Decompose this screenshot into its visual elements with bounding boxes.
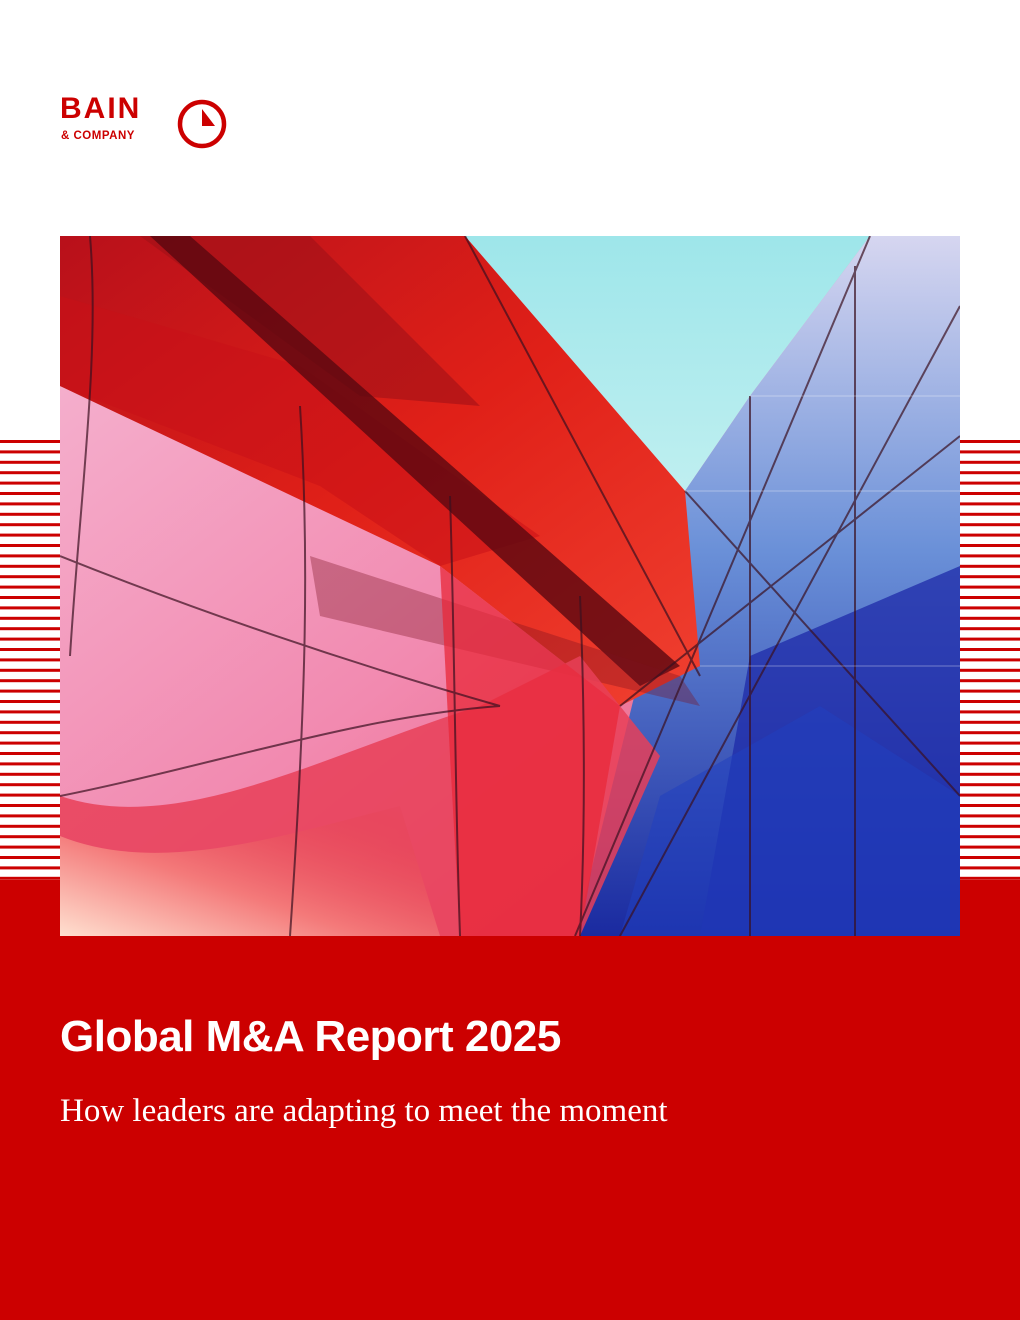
stripe-line: [0, 585, 60, 589]
bain-logo: BAIN & COMPANY: [60, 94, 240, 154]
stripe-line: [960, 700, 1020, 703]
stripe-line: [960, 627, 1020, 631]
logo-wordmark: BAIN: [60, 92, 142, 125]
stripe-line: [960, 554, 1020, 558]
stripe-line: [960, 793, 1020, 797]
stripe-line: [960, 668, 1020, 672]
stripe-line: [0, 876, 60, 880]
stripe-line: [960, 804, 1020, 807]
stripe-line: [960, 710, 1020, 714]
stripe-line: [960, 492, 1020, 495]
stripe-line: [960, 814, 1020, 818]
stripe-line: [0, 512, 60, 516]
stripe-line: [960, 533, 1020, 537]
stripe-line: [0, 793, 60, 797]
cover-photo: [60, 236, 960, 936]
decorative-stripes-left: [0, 440, 60, 880]
stripe-line: [0, 648, 60, 651]
stripe-line: [0, 804, 60, 807]
stripe-line: [0, 471, 60, 475]
stripe-line: [0, 502, 60, 506]
stripe-line: [0, 700, 60, 703]
stripe-line: [960, 606, 1020, 610]
stripe-line: [960, 471, 1020, 475]
stripe-line: [960, 450, 1020, 454]
stripe-line: [960, 596, 1020, 599]
stripe-line: [960, 783, 1020, 787]
stripe-line: [0, 710, 60, 714]
stripe-line: [960, 876, 1020, 880]
stripe-line: [0, 575, 60, 579]
red-background-band: [0, 880, 1020, 1320]
stripe-line: [960, 824, 1020, 828]
stripe-line: [960, 835, 1020, 839]
stripe-line: [0, 824, 60, 828]
stripe-line: [0, 679, 60, 683]
stripe-line: [0, 596, 60, 599]
stripe-line: [0, 814, 60, 818]
stripe-line: [960, 689, 1020, 693]
stripe-line: [0, 544, 60, 547]
stripe-line: [960, 772, 1020, 776]
stripe-line: [0, 720, 60, 724]
stripe-line: [960, 585, 1020, 589]
stripe-line: [0, 668, 60, 672]
stripe-line: [960, 752, 1020, 755]
stripe-line: [0, 731, 60, 735]
stripe-line: [960, 720, 1020, 724]
stripe-line: [960, 460, 1020, 464]
stripe-line: [0, 616, 60, 620]
stripe-line: [960, 544, 1020, 547]
stripe-line: [960, 648, 1020, 651]
stripe-line: [0, 783, 60, 787]
stripe-line: [0, 866, 60, 870]
stripe-line: [0, 554, 60, 558]
stripe-line: [960, 512, 1020, 516]
stripe-line: [0, 637, 60, 641]
stripe-line: [0, 845, 60, 849]
stripe-line: [0, 856, 60, 859]
stripe-line: [0, 606, 60, 610]
logo-subtitle: & COMPANY: [61, 130, 135, 142]
stripe-line: [960, 658, 1020, 662]
stripe-line: [960, 845, 1020, 849]
stripe-line: [960, 575, 1020, 579]
stripe-line: [960, 523, 1020, 527]
stripe-line: [960, 679, 1020, 683]
report-subtitle: How leaders are adapting to meet the mom…: [60, 1093, 668, 1129]
stripe-line: [960, 637, 1020, 641]
stripe-line: [0, 762, 60, 766]
stripe-line: [0, 533, 60, 537]
stripe-line: [960, 741, 1020, 745]
stripe-line: [0, 835, 60, 839]
stripe-line: [0, 658, 60, 662]
stripe-line: [960, 762, 1020, 766]
stripe-line: [960, 866, 1020, 870]
stripe-line: [960, 481, 1020, 485]
stripe-line: [0, 523, 60, 527]
compass-logo-icon: [177, 99, 227, 149]
stripe-line: [0, 450, 60, 454]
decorative-stripes-right: [960, 440, 1020, 880]
stripe-line: [0, 481, 60, 485]
stripe-line: [960, 731, 1020, 735]
stripe-line: [0, 492, 60, 495]
stripe-line: [0, 460, 60, 464]
stripe-line: [960, 502, 1020, 506]
stripe-line: [960, 564, 1020, 568]
stripe-line: [0, 440, 60, 443]
report-title: Global M&A Report 2025: [60, 1012, 561, 1061]
stripe-line: [0, 689, 60, 693]
stripe-line: [960, 440, 1020, 443]
stripe-line: [0, 772, 60, 776]
stripe-line: [0, 627, 60, 631]
stripe-line: [0, 752, 60, 755]
stripe-line: [960, 856, 1020, 859]
stripe-line: [960, 616, 1020, 620]
stripe-line: [0, 564, 60, 568]
stripe-line: [0, 741, 60, 745]
